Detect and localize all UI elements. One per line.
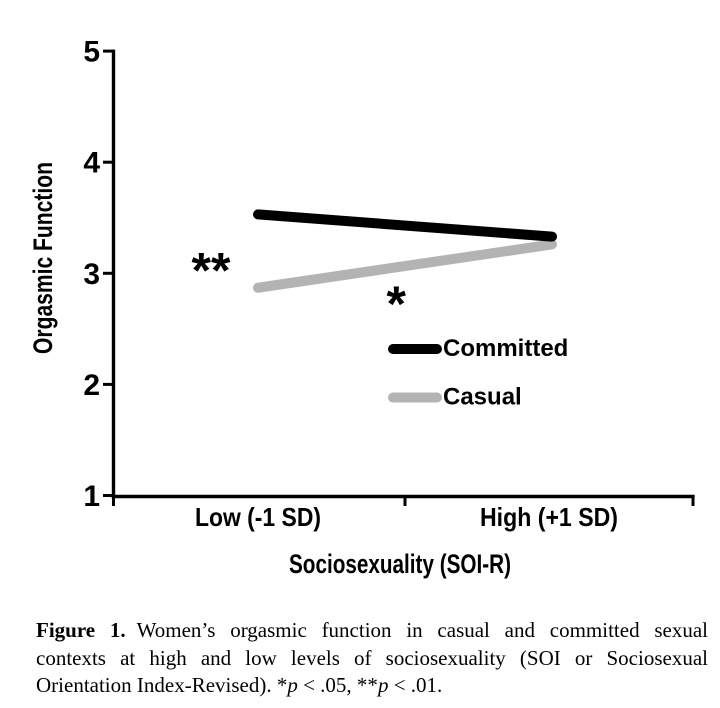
caption-text: < .01. [388, 673, 443, 698]
series-lines [253, 209, 557, 293]
y-tick-label: 5 [83, 36, 100, 69]
y-tick-label: 3 [83, 258, 100, 291]
caption-text: p [287, 673, 298, 698]
x-category-label-high: High (+1 SD) [480, 502, 618, 532]
significance-annotation-casual: * [386, 276, 406, 332]
y-tick-label: 4 [83, 147, 100, 180]
caption-line: Figure 1. Women’s orgasmic function in ca… [36, 617, 708, 645]
caption-text: Women’s orgasmic function in casual and … [136, 618, 708, 642]
caption-line: contexts at high and low levels of socio… [36, 645, 708, 673]
y-ticks [103, 49, 114, 497]
legend-label-casual: Casual [443, 384, 522, 411]
caption-text: p [377, 673, 389, 698]
caption-text: contexts at high and low levels of socio… [36, 645, 708, 670]
caption-line: Orientation Index-Revised). *p < .05, **… [36, 672, 708, 700]
figure-caption: Figure 1. Women’s orgasmic function in ca… [36, 617, 708, 700]
y-tick-label: 1 [83, 480, 100, 513]
caption-text: Orientation Index-Revised). * [36, 673, 288, 698]
y-tick-label: 2 [83, 369, 100, 402]
x-axis-title: Sociosexuality (SOI-R) [289, 549, 511, 579]
caption-figure-label: Figure 1. [36, 618, 126, 642]
legend-label-committed: Committed [443, 335, 568, 362]
y-axis-title: Orgasmic Function [28, 162, 58, 354]
series-line-casual [253, 239, 557, 293]
series-line-committed [253, 209, 557, 242]
caption-text: < .05, ** [297, 673, 378, 698]
chart: 5 4 3 2 1 Low (-1 SD) High (+1 SD) Socio… [28, 36, 695, 579]
x-category-label-low: Low (-1 SD) [195, 502, 321, 532]
x-ticks [112, 496, 695, 506]
legend: Committed Casual [388, 335, 568, 411]
line-chart: 5 4 3 2 1 Low (-1 SD) High (+1 SD) Socio… [28, 36, 695, 579]
significance-annotation-committed: ** [191, 243, 230, 299]
